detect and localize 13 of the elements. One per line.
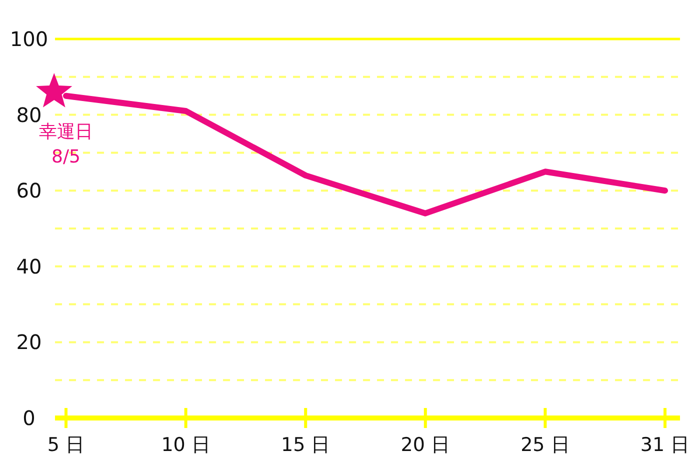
x-tick-label: 25 日 [520, 434, 570, 456]
y-tick-label: 40 [16, 254, 42, 278]
annotation: 幸運日 8/5 [39, 121, 93, 168]
y-tick-label: 0 [22, 406, 36, 430]
x-tick-label: 10 日 [161, 434, 210, 456]
y-tick-label: 20 [16, 330, 42, 354]
x-tick-label: 20 日 [400, 434, 450, 456]
x-tick-label: 5 日 [47, 434, 85, 456]
y-tick-label: 100 [10, 27, 48, 51]
y-tick-label: 80 [16, 102, 42, 127]
x-tick-label: 31 日 [640, 434, 690, 456]
y-tick-label: 60 [16, 178, 42, 203]
x-tick-label: 15 日 [280, 434, 330, 456]
